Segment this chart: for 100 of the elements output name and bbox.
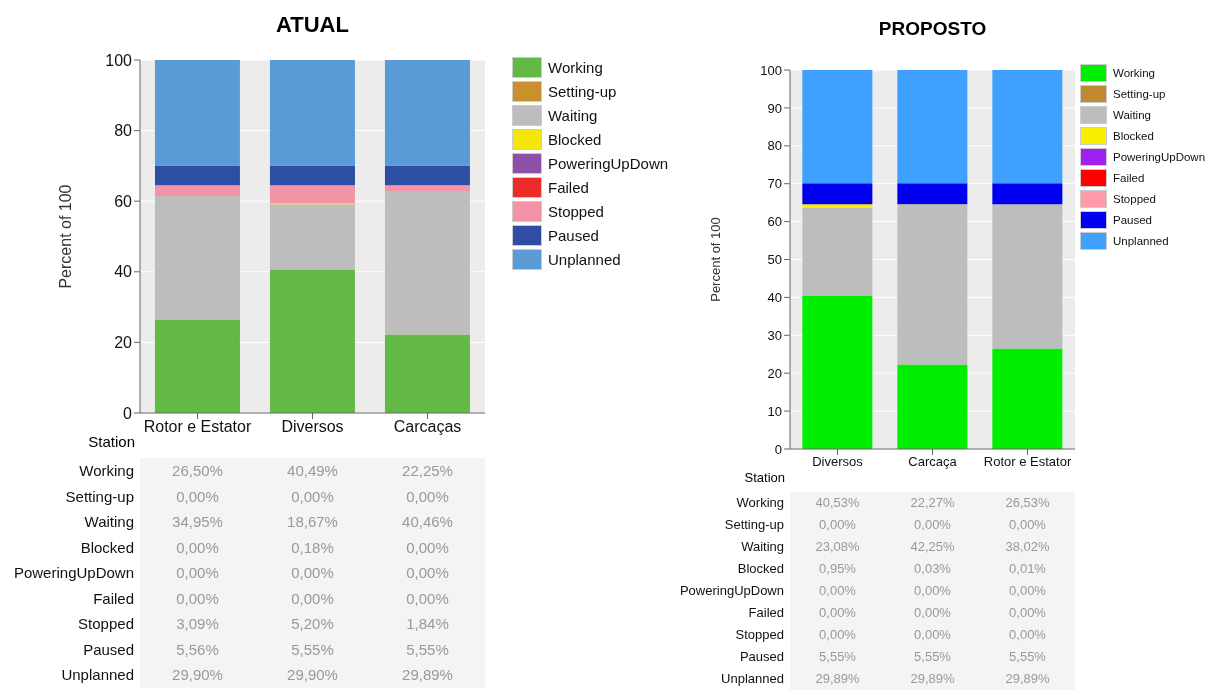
- data-label: 34,95%: [140, 509, 255, 535]
- y-tick-label: 100: [105, 51, 133, 69]
- legend-label: Failed: [548, 178, 589, 196]
- text: Setting-up: [724, 517, 784, 532]
- data-label: 40,49%: [255, 458, 370, 484]
- data-label: 29,90%: [140, 662, 255, 688]
- text: Failed: [748, 605, 784, 620]
- data-label: 0,00%: [370, 560, 485, 586]
- legend-label: Stopped: [548, 202, 604, 220]
- legend-label: PoweringUpDown: [548, 154, 669, 172]
- y-tick-label: 0: [774, 441, 782, 457]
- data-label: 40,46%: [370, 509, 485, 535]
- text: Waiting: [741, 539, 784, 554]
- text: PoweringUpDown: [13, 564, 134, 581]
- legend-label: Unplanned: [548, 250, 621, 268]
- data-label: 3,09%: [140, 611, 255, 637]
- legend-label: Waiting: [1113, 108, 1151, 121]
- data-label: 0,00%: [885, 514, 980, 536]
- data-label: 5,20%: [255, 611, 370, 637]
- x-tick-label: Diversos: [812, 454, 864, 470]
- x-tick-label: Carcaças: [393, 418, 462, 436]
- text: Failed: [93, 589, 134, 607]
- data-label: 0,00%: [980, 580, 1075, 602]
- y-tick-label: 30: [767, 327, 782, 343]
- data-label: 38,02%: [980, 536, 1075, 558]
- x-axis-title: Station: [743, 470, 785, 485]
- y-tick-label: 10: [767, 403, 782, 419]
- text: Working: [736, 495, 784, 510]
- y-tick-label: 20: [114, 334, 133, 352]
- chart-title: PROPOSTO: [877, 18, 988, 40]
- data-label: 0,00%: [140, 560, 255, 586]
- data-label: 0,18%: [255, 534, 370, 560]
- data-label: 5,55%: [370, 636, 485, 662]
- data-label: 26,53%: [980, 492, 1075, 514]
- y-tick-label: 0: [123, 404, 133, 422]
- y-axis-title: Percent of 100: [707, 217, 723, 302]
- data-label: 0,03%: [885, 558, 980, 580]
- x-tick-label: Carcaça: [908, 454, 958, 470]
- data-label: 29,89%: [980, 668, 1075, 690]
- y-tick-label: 50: [767, 252, 782, 268]
- data-label: 0,00%: [980, 514, 1075, 536]
- chart-title: ATUAL: [275, 12, 350, 38]
- data-label: 42,25%: [885, 536, 980, 558]
- data-label: 5,56%: [140, 636, 255, 662]
- legend-label: Paused: [1113, 213, 1153, 226]
- text: Paused: [739, 649, 784, 664]
- text: PoweringUpDown: [679, 583, 784, 598]
- data-label: 0,00%: [885, 602, 980, 624]
- x-tick-label: Rotor e Estator: [143, 418, 252, 436]
- data-label: 0,00%: [140, 534, 255, 560]
- data-label: 0,00%: [255, 585, 370, 611]
- legend-label: Paused: [548, 226, 599, 244]
- data-label: 5,55%: [980, 646, 1075, 668]
- text: Setting-up: [65, 487, 134, 505]
- x-tick-label: Diversos: [281, 418, 344, 436]
- y-tick-label: 80: [114, 122, 133, 140]
- data-label: 5,55%: [885, 646, 980, 668]
- data-label: 0,00%: [255, 560, 370, 586]
- legend-label: Blocked: [548, 130, 602, 148]
- y-tick-label: 20: [767, 365, 782, 381]
- data-label: 0,00%: [140, 483, 255, 509]
- data-label: 18,67%: [255, 509, 370, 535]
- x-tick-label: Rotor e Estator: [983, 454, 1072, 470]
- y-tick-label: 80: [767, 138, 782, 154]
- y-tick-label: 60: [114, 192, 133, 210]
- data-label: 40,53%: [790, 492, 885, 514]
- y-tick-label: 100: [760, 62, 782, 78]
- y-axis-title: Percent of 100: [56, 184, 74, 289]
- data-label: 0,00%: [790, 624, 885, 646]
- data-label: 29,89%: [885, 668, 980, 690]
- legend-label: Setting-up: [548, 82, 617, 100]
- data-label: 0,00%: [980, 602, 1075, 624]
- y-tick-label: 90: [767, 100, 782, 116]
- y-tick-label: 40: [767, 290, 782, 306]
- data-label: 0,00%: [370, 585, 485, 611]
- data-label: 0,00%: [140, 585, 255, 611]
- legend-label: Working: [1113, 66, 1155, 79]
- legend-label: Failed: [1113, 171, 1145, 184]
- text: Stopped: [78, 615, 134, 632]
- legend-label: Blocked: [1113, 129, 1154, 142]
- legend-label: Stopped: [1113, 192, 1156, 205]
- text: Blocked: [80, 538, 134, 556]
- text: Blocked: [737, 561, 784, 576]
- data-label: 0,00%: [885, 580, 980, 602]
- data-label: 0,01%: [980, 558, 1075, 580]
- data-label: 26,50%: [140, 458, 255, 484]
- text: Unplanned: [61, 666, 134, 683]
- legend-label: Waiting: [548, 106, 598, 124]
- text: Unplanned: [721, 671, 784, 686]
- data-label: 0,00%: [370, 483, 485, 509]
- data-label: 0,00%: [370, 534, 485, 560]
- data-label: 23,08%: [790, 536, 885, 558]
- legend-label: Working: [548, 58, 603, 76]
- legend-label: Setting-up: [1113, 87, 1166, 100]
- data-label: 0,00%: [790, 514, 885, 536]
- legend-label: PoweringUpDown: [1113, 150, 1206, 163]
- legend-label: Unplanned: [1113, 234, 1169, 247]
- data-label: 29,90%: [255, 662, 370, 688]
- data-label: 1,84%: [370, 611, 485, 637]
- data-label: 0,00%: [885, 624, 980, 646]
